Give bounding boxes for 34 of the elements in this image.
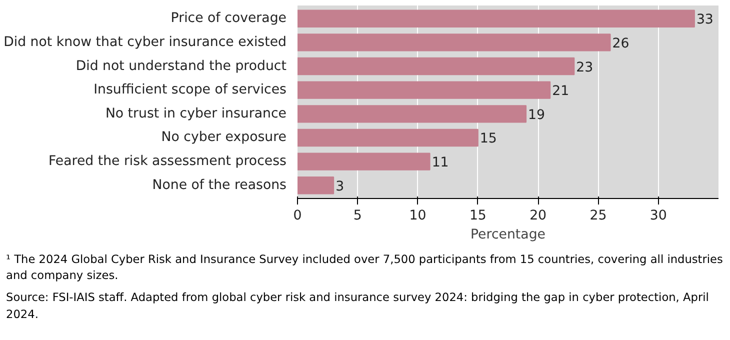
x-tick-label: 15 [469, 208, 486, 224]
bar [298, 57, 575, 76]
data-label: 21 [552, 84, 570, 100]
y-tick-label: Price of coverage [170, 11, 287, 26]
x-axis-title: Percentage [470, 228, 546, 242]
x-tick-label: 20 [530, 208, 547, 224]
bar [298, 34, 611, 52]
x-tick-label: 5 [353, 208, 362, 224]
y-tick-label: None of the reasons [152, 178, 287, 193]
bar [298, 105, 527, 123]
bar [298, 128, 478, 147]
x-tick-label: 10 [409, 208, 426, 224]
data-label: 3 [336, 179, 344, 194]
bar [298, 10, 695, 28]
y-tick-label: No trust in cyber insurance [105, 106, 286, 122]
x-tick-label: 0 [293, 208, 302, 224]
bar [298, 152, 430, 170]
data-label: 19 [528, 108, 546, 123]
data-label: 15 [480, 132, 497, 147]
data-label: 26 [612, 36, 630, 52]
y-tick-label: Did not know that cyber insurance existed [4, 34, 287, 50]
data-label: 11 [432, 156, 449, 171]
y-tick-label: Insufficient scope of services [94, 82, 287, 98]
text: ¹ The 2024 Global Cyber Risk and Insurance Survey included over 7,500 participants from 15 countries, covering all industries and company sizes. [6, 251, 724, 284]
x-tick-label: 25 [590, 208, 607, 224]
source-note: Source: FSI-IAIS staff. Adapted from global cyber risk and insurance survey 2024: bridging the gap in cyber protection, April 2024. [6, 289, 710, 322]
y-tick-label: Did not understand the product [76, 58, 287, 74]
y-tick-label: Feared the risk assessment process [48, 154, 287, 170]
data-label: 33 [696, 12, 714, 28]
bar [298, 176, 334, 194]
y-tick-label: No cyber exposure [161, 130, 287, 146]
bar [298, 81, 551, 99]
x-tick-label: 30 [650, 208, 667, 224]
data-label: 23 [576, 60, 594, 76]
